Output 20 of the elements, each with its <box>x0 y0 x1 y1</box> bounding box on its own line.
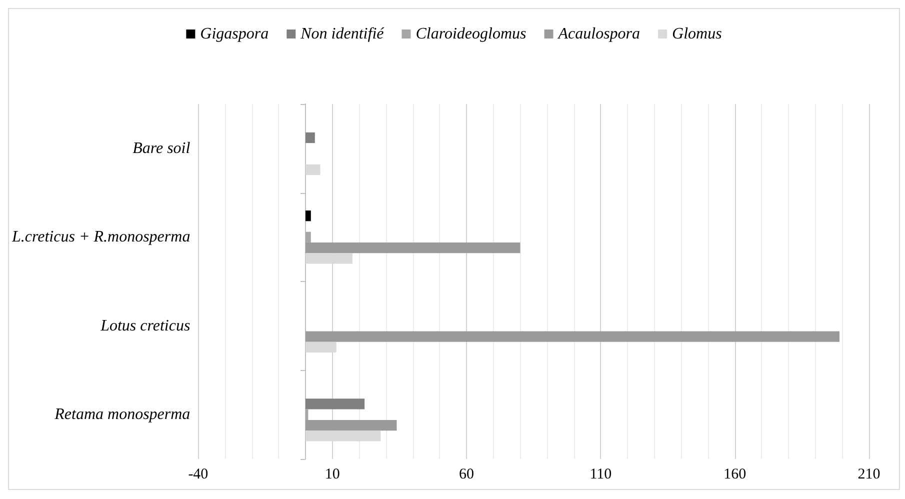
bar <box>306 132 315 144</box>
legend-label: Gigaspora <box>200 26 269 42</box>
legend-label: Non identifié <box>300 26 385 42</box>
y-tick-label: Lotus creticus <box>100 317 190 334</box>
bar <box>306 331 840 342</box>
x-tick-label: 160 <box>724 466 746 482</box>
y-tick-label: L.creticus + R.monosperma <box>11 228 190 246</box>
legend-label: Acaulospora <box>557 26 640 42</box>
bar <box>306 164 320 175</box>
x-tick-label: 10 <box>324 466 340 482</box>
x-tick-label: 110 <box>590 466 612 482</box>
x-tick-label: 210 <box>858 466 880 482</box>
bar <box>306 398 365 410</box>
y-tick-label: Retama monosperma <box>54 406 190 424</box>
legend-label: Claroideoglomus <box>416 26 526 42</box>
x-tick-label: -40 <box>188 466 208 482</box>
bar <box>306 210 311 222</box>
legend-label: Glomus <box>672 26 722 42</box>
y-tick-label: Bare soil <box>132 140 191 157</box>
x-tick-label: 60 <box>459 466 474 482</box>
